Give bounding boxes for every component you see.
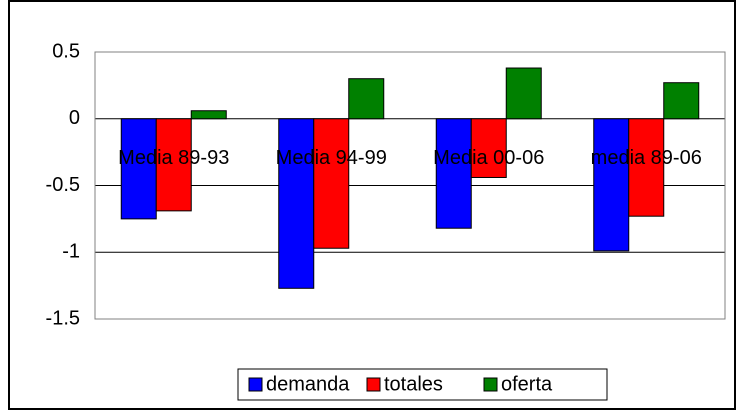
bar	[435, 118, 472, 229]
y-tick-label: -0.5	[46, 174, 80, 196]
legend-label: totales	[384, 373, 443, 395]
bar	[470, 118, 507, 178]
bar	[190, 110, 227, 120]
legend-label: oferta	[501, 373, 553, 395]
x-tick-label: Media 89-93	[118, 147, 229, 169]
y-tick-label: 0.5	[52, 40, 80, 62]
x-tick-label: media 89-06	[591, 147, 702, 169]
y-tick-label: 0	[69, 107, 80, 129]
legend-swatch	[366, 377, 381, 392]
bar	[505, 67, 542, 120]
legend-label: demanda	[266, 373, 350, 395]
x-tick-label: Media 94-99	[276, 147, 387, 169]
legend-swatch	[248, 377, 263, 392]
bar	[155, 118, 192, 212]
plot-frame	[94, 51, 726, 320]
bar	[120, 118, 157, 220]
y-tick-label: -1.5	[46, 307, 80, 329]
x-tick-label: Media 00-06	[433, 147, 544, 169]
y-tick-label: -1	[62, 241, 80, 263]
bar	[593, 118, 630, 252]
bar	[628, 118, 665, 217]
legend-swatch	[483, 377, 498, 392]
bar	[663, 82, 700, 120]
legend-box	[237, 368, 608, 401]
bar	[278, 118, 315, 289]
bar	[348, 78, 385, 120]
bar	[313, 118, 350, 249]
